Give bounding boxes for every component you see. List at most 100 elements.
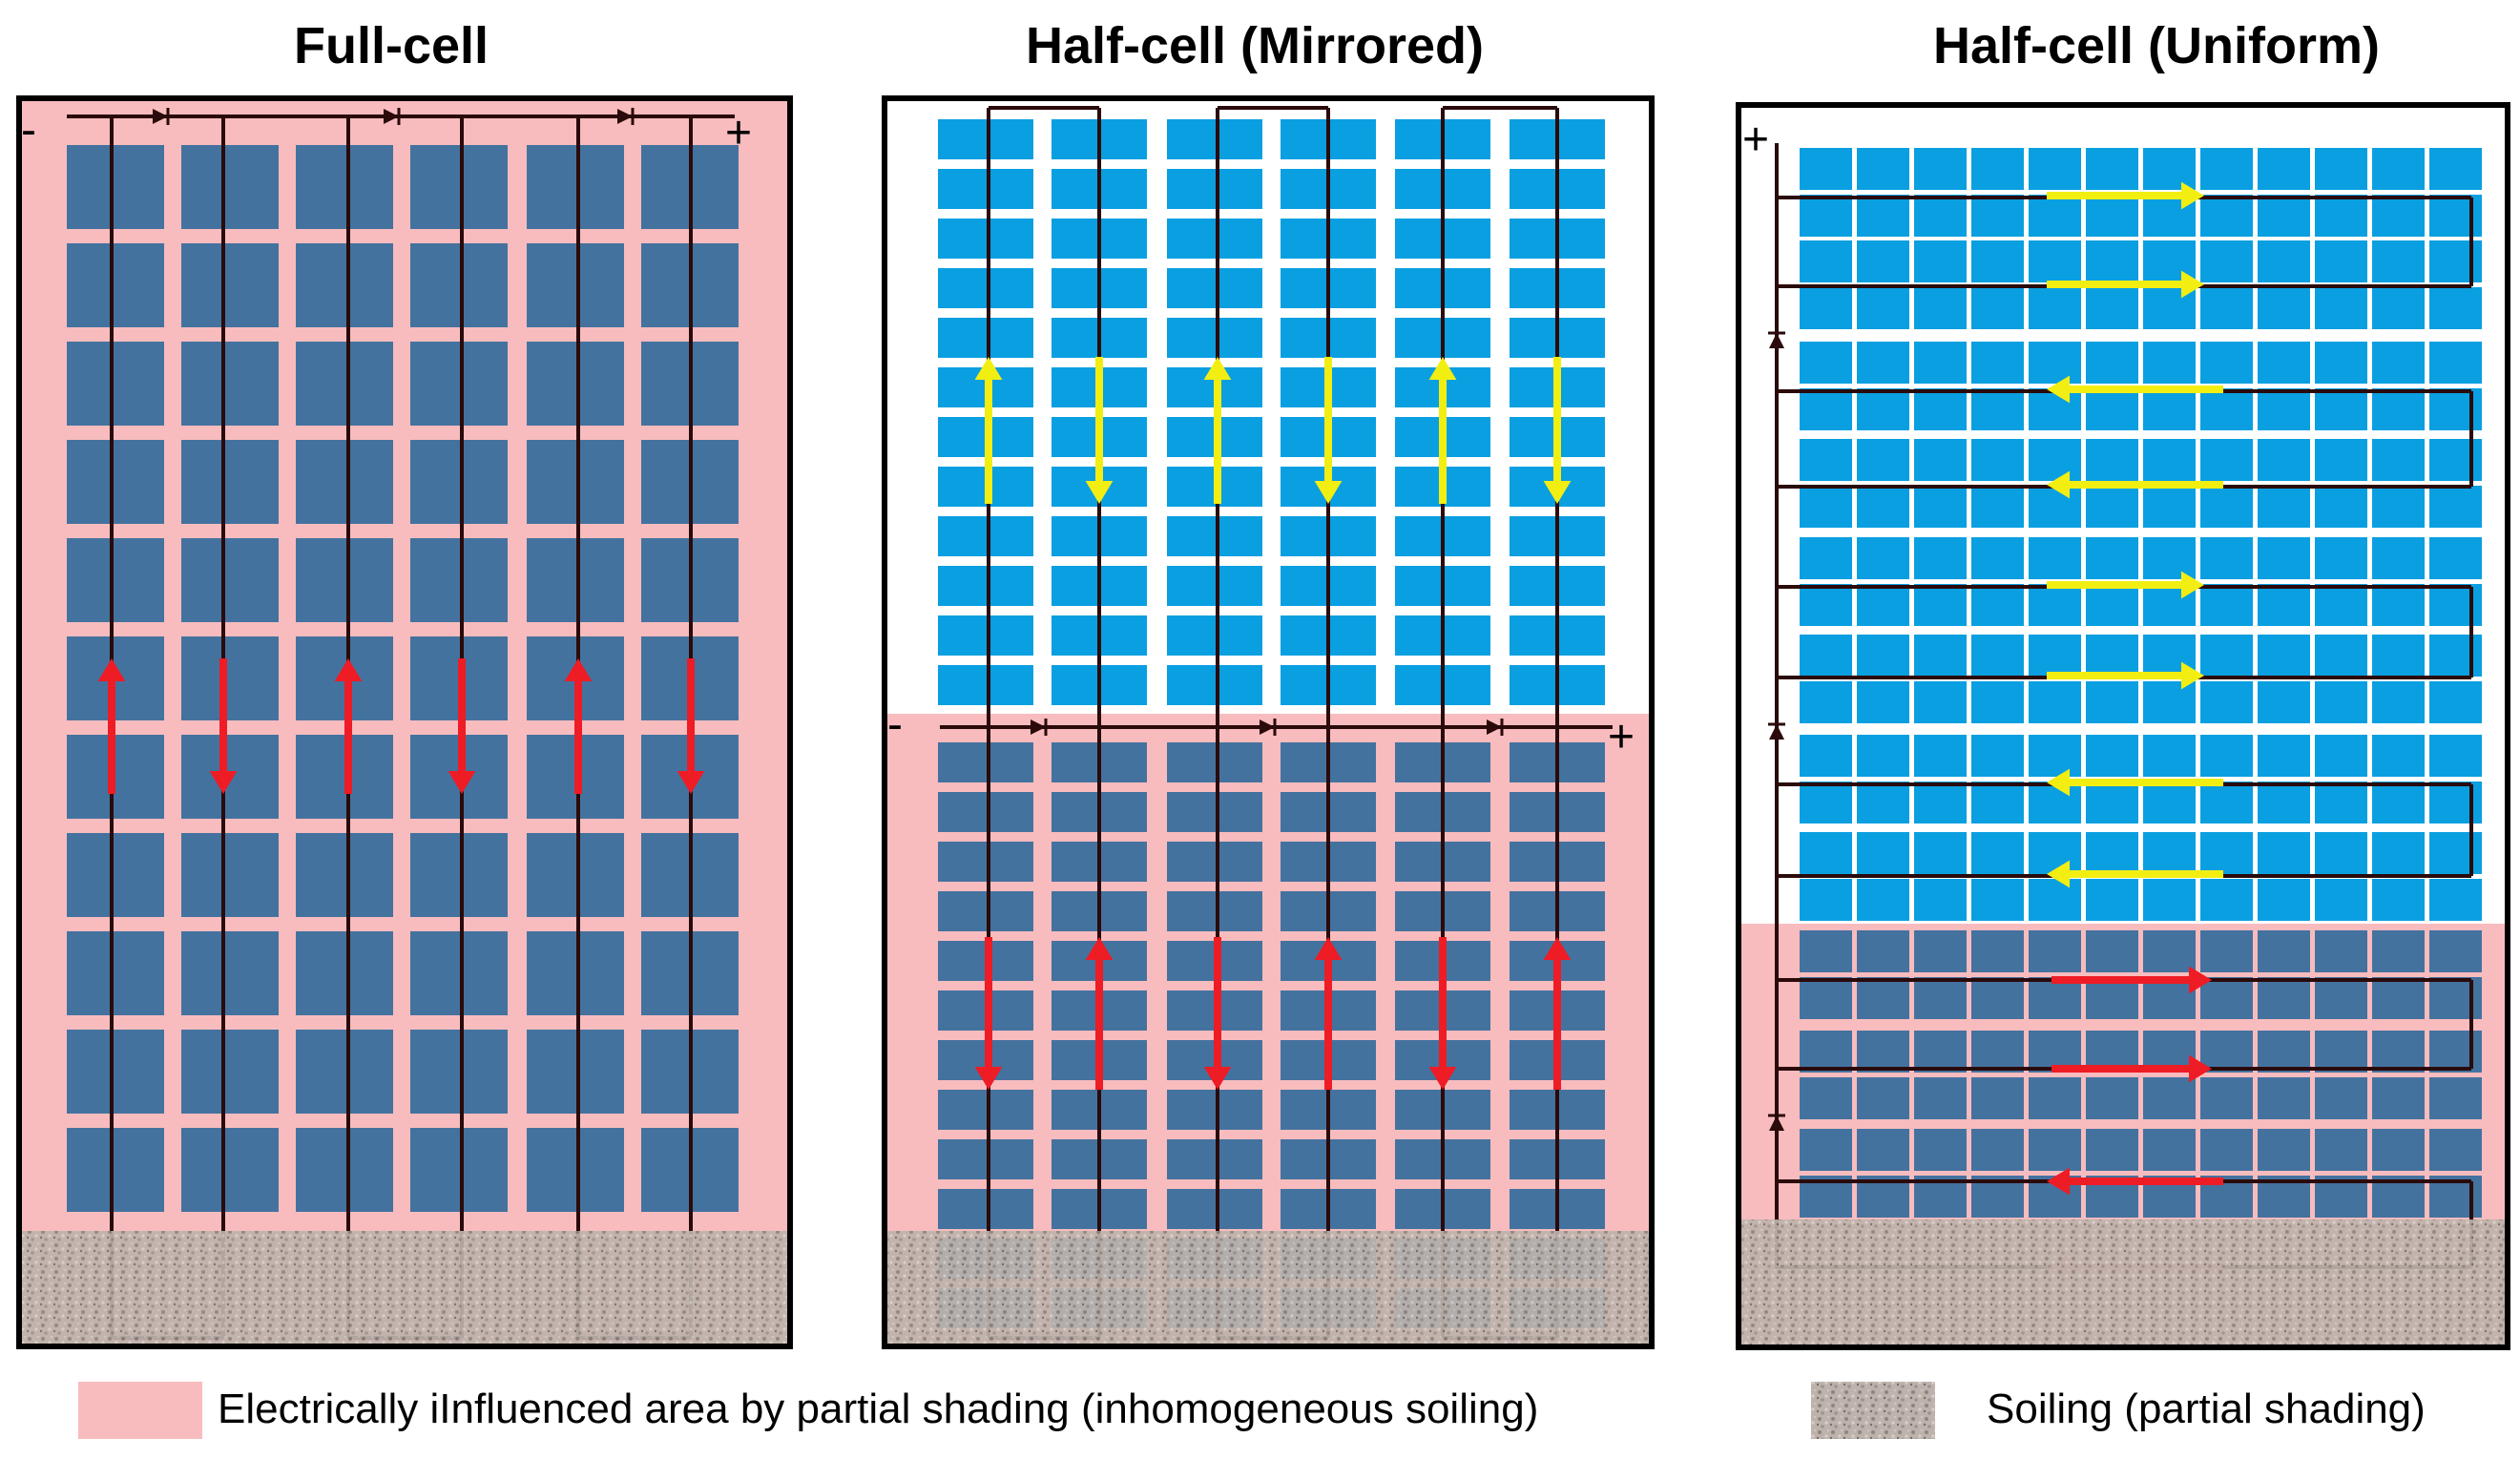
solar-cell-half: [2029, 195, 2081, 237]
solar-cell-half: [1914, 342, 1967, 384]
solar-cell-half: [1800, 635, 1852, 677]
solar-cell-half: [2315, 195, 2367, 237]
current-arrow-down-yellow: [1085, 481, 1114, 504]
solar-cell: [181, 145, 279, 229]
solar-cell-half: [1857, 681, 1909, 723]
solar-cell-half: [1857, 879, 1909, 921]
solar-cell-half: [2143, 681, 2196, 723]
diode-icon: [1769, 724, 1784, 740]
current-arrow-right-yellow: [2181, 661, 2204, 690]
solar-cell-half: [1800, 977, 1852, 1019]
solar-cell-half: [2429, 1077, 2482, 1119]
solar-cell-half: [1167, 268, 1262, 308]
solar-cell-half: [938, 891, 1033, 931]
solar-cell-half: [2315, 287, 2367, 329]
solar-cell-half: [2029, 584, 2081, 626]
solar-cell-half: [1167, 1139, 1262, 1179]
solar-cell-half: [2200, 342, 2253, 384]
solar-cell-half: [2086, 148, 2138, 190]
solar-cell-half: [2200, 584, 2253, 626]
panel-half-cell-mirrored: [882, 95, 1655, 1349]
solar-cell-half: [1971, 287, 2024, 329]
solar-cell-half: [2429, 635, 2482, 677]
solar-cell-half: [1167, 119, 1262, 159]
solar-cell-half: [1914, 287, 1967, 329]
solar-cell-half: [2143, 439, 2196, 481]
solar-cell-half: [2200, 1129, 2253, 1171]
minus-terminal-mirrored: -: [887, 699, 903, 750]
solar-cell-half: [2086, 930, 2138, 972]
current-arrow-left: [2047, 1167, 2070, 1196]
solar-cell-half: [2029, 388, 2081, 430]
solar-cell-half: [1167, 1090, 1262, 1130]
solar-cell-half: [2029, 832, 2081, 874]
solar-cell-half: [2029, 537, 2081, 579]
solar-cell-half: [1800, 735, 1852, 777]
solar-cell-half: [1971, 148, 2024, 190]
current-arrow-up-yellow: [1428, 357, 1457, 380]
solar-cell-half: [2372, 879, 2425, 921]
solar-cell-half: [2200, 879, 2253, 921]
solar-cell-half: [2143, 930, 2196, 972]
solar-cell-half: [2429, 782, 2482, 823]
solar-cell: [410, 1030, 508, 1114]
solar-cell-half: [1857, 977, 1909, 1019]
solar-cell: [67, 342, 164, 426]
solar-cell: [410, 145, 508, 229]
solar-cell-half: [2429, 584, 2482, 626]
solar-cell: [296, 538, 393, 622]
panel-title-half-cell-uniform: Half-cell (Uniform): [1932, 17, 2381, 74]
solar-cell-half: [1800, 486, 1852, 528]
solar-cell-half: [1167, 1189, 1262, 1229]
solar-cell-half: [2315, 681, 2367, 723]
solar-cell-half: [2372, 782, 2425, 823]
solar-cell-half: [2372, 735, 2425, 777]
solar-cell-half: [2029, 342, 2081, 384]
solar-cell-half: [2086, 635, 2138, 677]
solar-cell-half: [2372, 977, 2425, 1019]
panel-full-cell: [16, 95, 793, 1349]
solar-cell-half: [2200, 1077, 2253, 1119]
solar-cell-half: [2143, 782, 2196, 823]
solar-cell-half: [1857, 287, 1909, 329]
solar-cell-half: [2315, 584, 2367, 626]
solar-cell: [527, 1128, 624, 1212]
solar-cell-half: [2086, 439, 2138, 481]
solar-cell-half: [2372, 1129, 2425, 1171]
diode-icon: [1031, 719, 1046, 735]
solar-cell: [67, 931, 164, 1015]
solar-cell-half: [2143, 832, 2196, 874]
diode-icon: [1769, 1115, 1784, 1131]
solar-cell: [67, 1030, 164, 1114]
solar-cell-half: [1914, 1077, 1967, 1119]
solar-cell-half: [2029, 879, 2081, 921]
solar-cell-half: [1857, 584, 1909, 626]
solar-cell: [181, 342, 279, 426]
solar-cell-half: [2086, 342, 2138, 384]
solar-cell-half: [2258, 287, 2310, 329]
solar-cell: [410, 538, 508, 622]
solar-cell-half: [2086, 1129, 2138, 1171]
solar-cell-half: [2258, 240, 2310, 282]
solar-cell-half: [2372, 537, 2425, 579]
solar-cell-half: [938, 665, 1033, 705]
solar-cell-half: [1800, 342, 1852, 384]
solar-cell-half: [2258, 388, 2310, 430]
solar-cell-half: [2143, 537, 2196, 579]
solar-cell: [296, 342, 393, 426]
solar-cell-half: [1914, 388, 1967, 430]
solar-cell-half: [1857, 1129, 1909, 1171]
solar-cell: [181, 931, 279, 1015]
solar-cell-half: [2429, 1031, 2482, 1073]
current-arrow-down: [974, 1067, 1003, 1090]
solar-cell: [410, 440, 508, 524]
solar-cell-half: [2258, 486, 2310, 528]
solar-cell-half: [1167, 891, 1262, 931]
solar-cell: [410, 342, 508, 426]
solar-cell-half: [2315, 879, 2367, 921]
plus-terminal-uniform: +: [1742, 115, 1769, 165]
solar-cell-half: [2315, 240, 2367, 282]
solar-cell-half: [1914, 832, 1967, 874]
solar-cell-half: [1857, 1031, 1909, 1073]
current-arrow-up: [1085, 937, 1114, 960]
